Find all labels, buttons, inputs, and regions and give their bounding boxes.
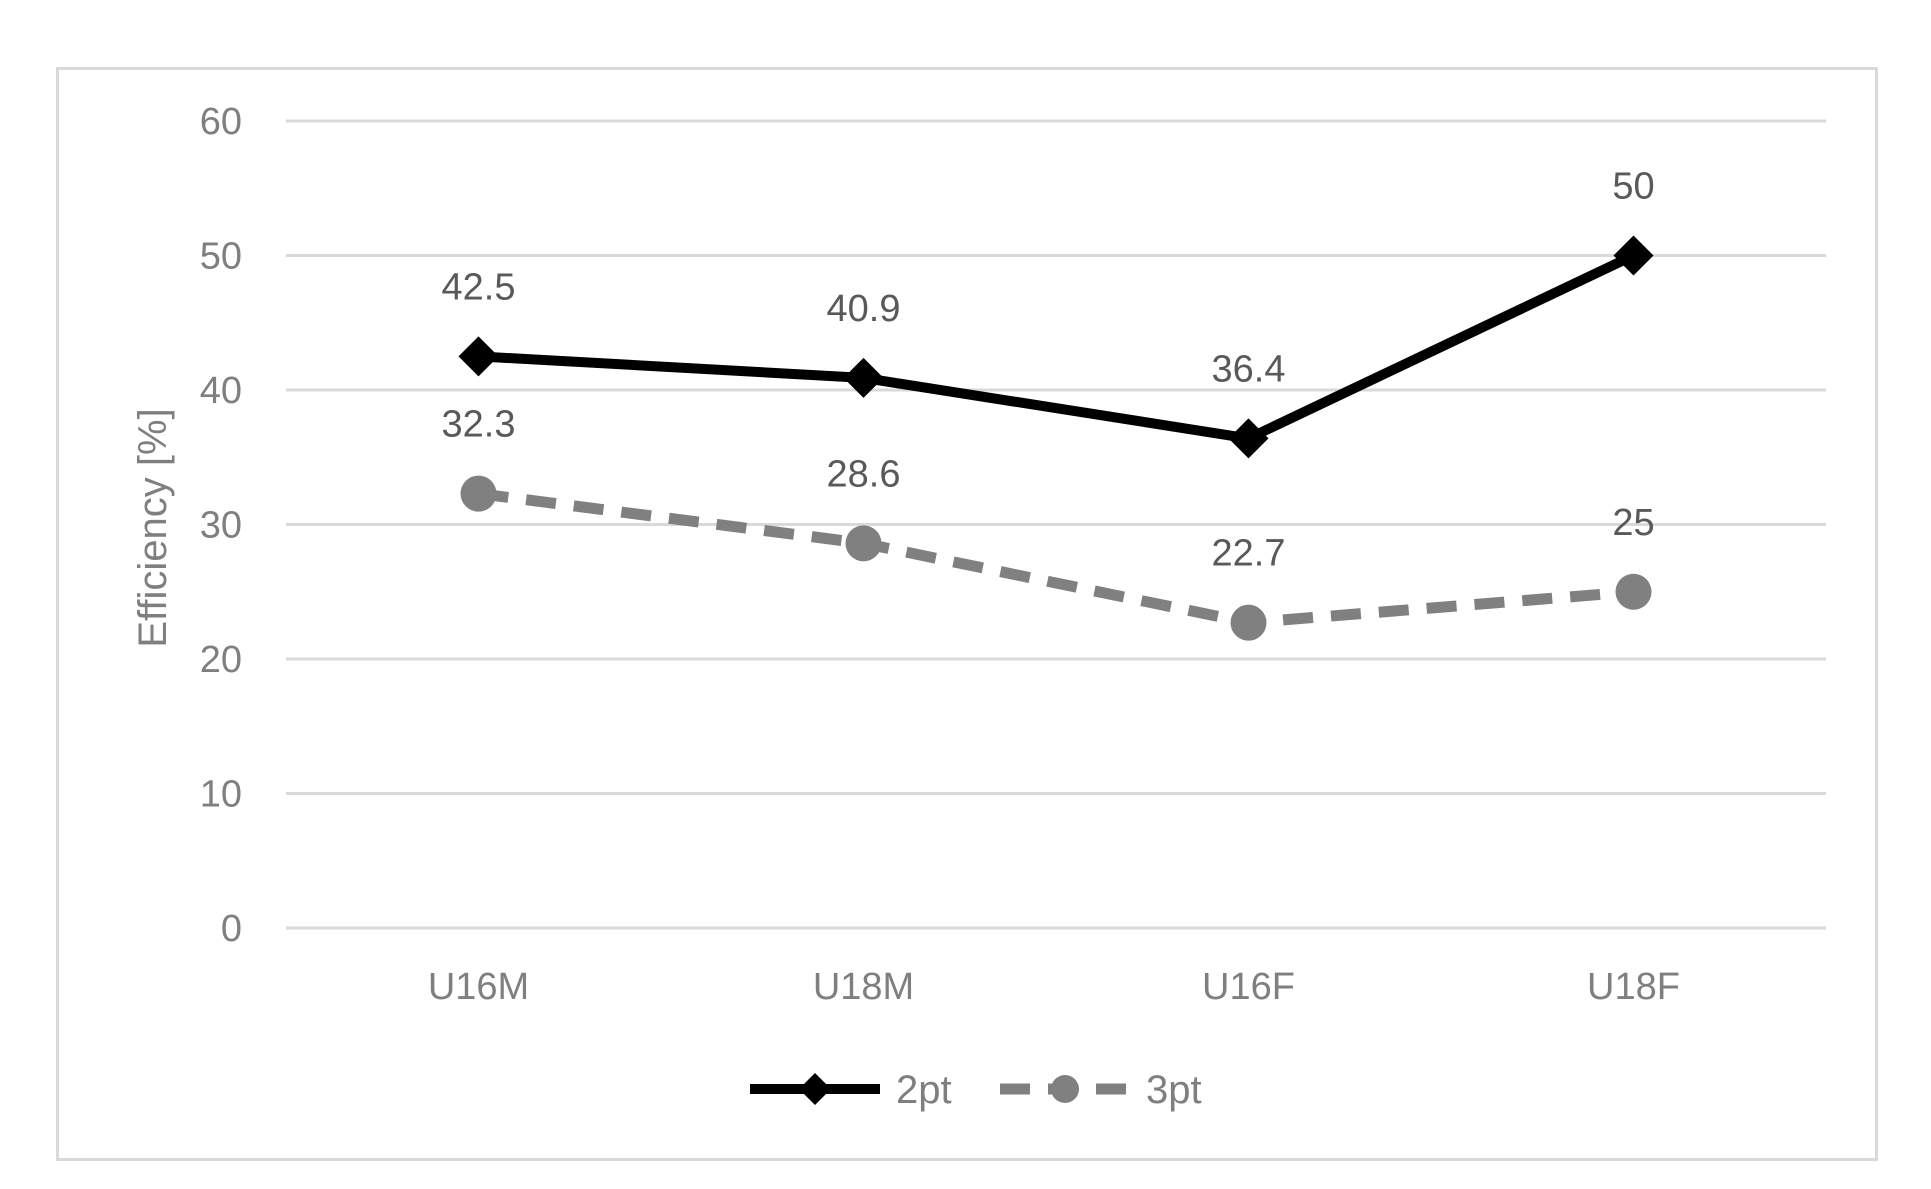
data-labels: 42.5 40.9 36.4 50 32.3 28.6 22.7 25 [442, 166, 1655, 575]
data-point-2pt [1228, 418, 1269, 459]
x-tick-label: U16M [428, 966, 529, 1008]
y-tick-label: 0 [221, 908, 242, 950]
data-point-3pt [845, 525, 882, 562]
x-tick-label: U16F [1202, 966, 1295, 1008]
y-axis-title: Efficiency [%] [131, 408, 175, 647]
y-tick-label: 30 [200, 505, 242, 547]
legend-marker [1051, 1075, 1079, 1103]
data-label-2pt: 42.5 [442, 266, 516, 308]
legend-marker [799, 1073, 831, 1105]
data-point-3pt [1615, 573, 1652, 610]
y-axis-ticks: 0 10 20 30 40 50 60 [200, 101, 242, 950]
data-label-2pt: 50 [1612, 166, 1654, 208]
x-tick-label: U18M [813, 966, 914, 1008]
data-label-3pt: 25 [1612, 502, 1654, 544]
chart-frame [56, 67, 1878, 1161]
data-label-3pt: 32.3 [442, 404, 516, 446]
series-line-2pt [473, 250, 1639, 444]
x-tick-label: U18F [1587, 966, 1680, 1008]
data-point-3pt [1230, 604, 1267, 641]
legend-item-3pt: 3pt [1000, 1068, 1202, 1112]
data-point-3pt [460, 475, 497, 512]
data-point-2pt [1613, 235, 1654, 276]
data-label-3pt: 22.7 [1212, 533, 1286, 575]
data-label-2pt: 40.9 [827, 288, 901, 330]
series-line-3pt [477, 488, 1634, 629]
legend: 2pt 3pt [750, 1068, 1202, 1112]
x-axis-ticks: U16M U18M U16F U18F [428, 966, 1680, 1008]
y-tick-label: 20 [200, 639, 242, 681]
series-2pt [458, 235, 1654, 459]
y-tick-label: 40 [200, 370, 242, 412]
series-3pt [460, 475, 1652, 641]
data-label-3pt: 28.6 [827, 453, 901, 495]
legend-item-2pt: 2pt [750, 1068, 952, 1112]
legend-label: 3pt [1146, 1068, 1202, 1112]
data-point-2pt [458, 336, 499, 377]
data-point-2pt [843, 357, 884, 398]
data-label-2pt: 36.4 [1212, 348, 1286, 390]
y-tick-label: 60 [200, 101, 242, 143]
legend-label: 2pt [896, 1068, 952, 1112]
y-tick-label: 10 [200, 774, 242, 816]
gridlines [286, 119, 1826, 930]
y-tick-label: 50 [200, 236, 242, 278]
series-layer [458, 235, 1654, 641]
